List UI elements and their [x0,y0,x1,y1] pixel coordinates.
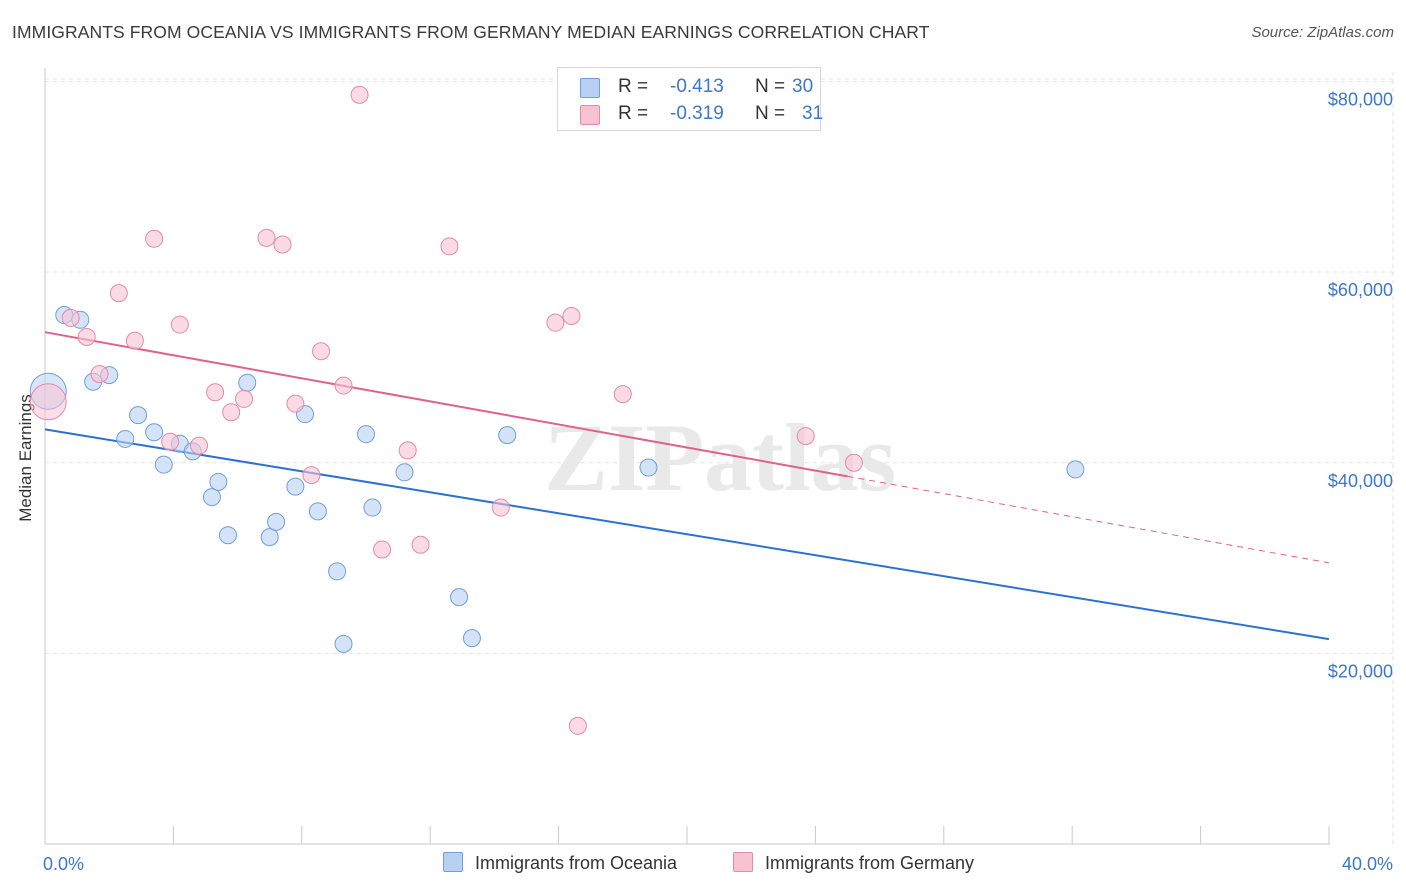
y-tick-label: $80,000 [1328,90,1393,110]
bottom-legend-label-oceania: Immigrants from Oceania [475,853,678,873]
watermark: ZIPatlas [544,404,896,511]
data-point-germany [286,394,305,413]
data-point-germany [190,436,209,455]
data-point-oceania [308,502,327,521]
data-point-germany [90,365,109,384]
correlation-legend: R = -0.413 N = 30 R = -0.319 N = 31 [557,67,824,131]
legend-n-value: 31 [802,103,824,124]
data-point-oceania [267,512,286,531]
data-point-germany [796,427,815,446]
trend-line-dashed-1 [847,475,1330,564]
data-point-oceania [202,488,221,507]
data-point-oceania [154,455,173,474]
bottom-legend-swatch-germany [733,852,753,872]
y-tick-label: $40,000 [1328,471,1393,491]
data-point-germany [273,235,292,254]
source-label: Source: ZipAtlas.com [1251,24,1394,41]
data-point-germany [109,284,128,303]
data-point-germany [844,453,863,472]
bottom-legend-label-germany: Immigrants from Germany [765,853,975,873]
data-point-germany [206,383,225,402]
legend-swatch-germany [580,105,600,125]
legend-r-value: -0.413 [670,76,724,97]
bottom-legend-swatch-oceania [443,852,463,872]
data-point-germany [613,385,632,404]
legend-n-label: N = [755,103,786,124]
data-point-germany [312,342,331,361]
data-point-oceania [498,426,517,445]
data-point-germany [170,315,189,334]
data-point-oceania [116,429,135,448]
data-point-germany [145,229,164,248]
axes [44,68,1330,845]
legend-r-label: R = [618,103,649,124]
x-tick-labels: 0.0% 40.0% [43,854,1393,874]
data-point-germany [373,540,392,559]
data-point-germany [568,716,587,735]
data-point-germany [302,466,321,485]
y-tick-labels: $20,000 $40,000 $60,000 $80,000 [1328,90,1393,682]
data-point-oceania [238,373,257,392]
legend-n-value: 30 [792,76,814,97]
legend-r-value: -0.319 [670,103,724,124]
data-point-germany [350,85,369,104]
data-point-germany [334,376,353,395]
data-point-oceania [328,562,347,581]
data-point-oceania [260,528,279,547]
trend-line-0 [44,428,1330,641]
data-point-germany [398,441,417,460]
x-tick-label: 40.0% [1342,854,1393,874]
data-point-oceania [639,458,658,477]
data-points [29,85,1085,735]
data-point-germany [411,535,430,554]
data-point-oceania [334,634,353,653]
bottom-legend-oceania: Immigrants from Oceania [443,852,677,874]
data-point-germany [562,306,581,325]
data-point-germany [235,389,254,408]
y-tick-label: $20,000 [1328,661,1393,681]
legend-r-label: R = [618,76,649,97]
data-point-germany [222,403,241,422]
legend-swatch-oceania [580,78,600,98]
data-point-germany [491,498,510,517]
legend-n-label: N = [755,76,786,97]
data-point-oceania [286,477,305,496]
data-point-oceania [363,498,382,517]
data-point-germany [29,383,67,421]
data-point-oceania [357,425,375,444]
data-point-germany [546,313,565,332]
data-point-germany [77,327,96,346]
x-tick-label: 0.0% [43,854,84,874]
trend-line-solid-1 [44,331,848,478]
data-point-germany [125,331,144,350]
data-point-germany [440,237,459,256]
data-point-oceania [145,423,164,442]
data-point-oceania [462,629,481,648]
data-point-oceania [1066,460,1085,479]
bottom-legend-germany: Immigrants from Germany [733,852,974,874]
data-point-oceania [129,406,148,425]
data-point-oceania [395,463,414,482]
data-point-germany [161,432,180,451]
data-point-oceania [209,472,228,491]
data-point-oceania [450,588,469,607]
gridlines [45,72,1394,844]
data-point-germany [257,228,276,247]
data-point-germany [61,308,80,327]
y-tick-label: $60,000 [1328,280,1393,300]
trend-lines [44,331,1330,641]
data-point-oceania [218,526,237,545]
chart-title: IMMIGRANTS FROM OCEANIA VS IMMIGRANTS FR… [12,22,930,42]
